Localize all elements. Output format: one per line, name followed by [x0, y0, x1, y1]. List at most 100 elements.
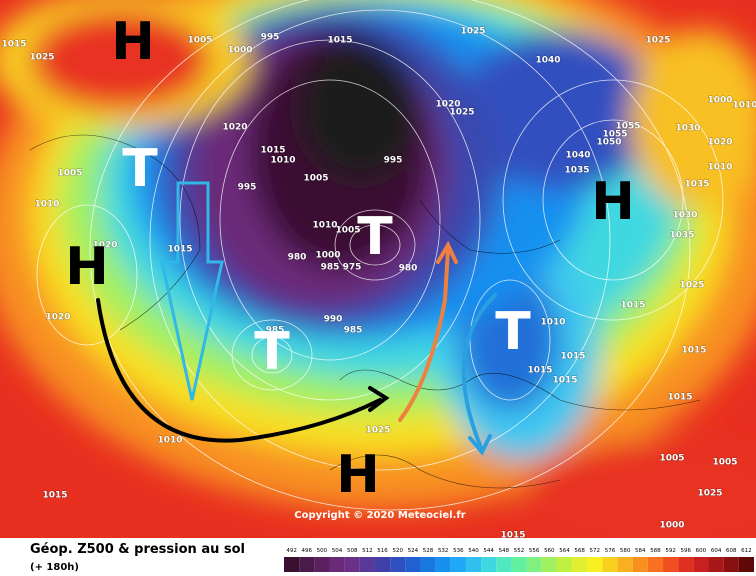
isobar-label: 1010: [540, 318, 565, 328]
scale-cell: [314, 557, 330, 572]
scale-cell: [465, 557, 482, 572]
coastlines: [29, 134, 701, 489]
isobar-label: 1015: [42, 491, 67, 501]
isobar-label: 1015: [681, 346, 706, 356]
scale-cell: [617, 557, 633, 572]
isobar-label: 1005: [335, 226, 360, 236]
scale-cell: [708, 557, 724, 572]
isobar-label: 1025: [460, 27, 485, 37]
scale-label: 596: [681, 548, 692, 554]
isobar-label: 1035: [669, 231, 694, 241]
isobar-label: 1000: [707, 96, 732, 106]
isobar-label: 1040: [535, 56, 560, 66]
isobar-label: 1015: [620, 301, 645, 311]
isobar-label: 1015: [527, 366, 552, 376]
scale-cell: [678, 557, 694, 572]
scale-cell: [299, 557, 315, 572]
scale-label: 552: [514, 548, 525, 554]
scale-cell: [390, 557, 406, 572]
isobar-label: 1015: [327, 36, 352, 46]
isobar-label: 1005: [187, 36, 212, 46]
scale-cell: [526, 557, 542, 572]
isobar-label: 1030: [675, 124, 700, 134]
scale-label: 612: [741, 548, 752, 554]
isobar-label: 1005: [303, 174, 328, 184]
isobar-label: 985: [344, 326, 363, 336]
isobar-label: 1020: [435, 100, 460, 110]
isobar-label: 1010: [707, 163, 732, 173]
scale-cell: [663, 557, 679, 572]
isobar-label: 980: [288, 253, 307, 263]
isobar-label: 1010: [732, 101, 756, 111]
scale-label: 544: [483, 548, 494, 554]
scale-label: 496: [301, 548, 312, 554]
isobar-label: 1025: [679, 281, 704, 291]
scale-cell: [344, 557, 360, 572]
pressure-center: H: [591, 172, 635, 232]
scale-label: 584: [635, 548, 646, 554]
isobar-label: 1000: [659, 521, 684, 531]
isobar-label: 1020: [707, 138, 732, 148]
isobar-label: 975: [343, 263, 362, 273]
scale-label: 608: [726, 548, 737, 554]
scale-cell: [572, 557, 588, 572]
pressure-center: T: [495, 302, 531, 362]
scale-label: 532: [438, 548, 449, 554]
isobar-label: 980: [399, 264, 418, 274]
scale-label: 548: [499, 548, 510, 554]
scale-label: 600: [696, 548, 707, 554]
scale-label: 556: [529, 548, 540, 554]
scale-label: 580: [620, 548, 631, 554]
isobar-label: 1010: [157, 436, 182, 446]
isobar-label: 1005: [57, 169, 82, 179]
isobar-label: 1015: [260, 146, 285, 156]
isobar-label: 1005: [659, 454, 684, 464]
scale-label: 568: [574, 548, 585, 554]
scale-cell: [329, 557, 345, 572]
scale-label: 500: [317, 548, 328, 554]
scale-label: 540: [468, 548, 479, 554]
scale-label: 592: [665, 548, 676, 554]
pressure-center: H: [111, 12, 155, 72]
isobar-label: 1055: [615, 122, 640, 132]
isobar-label: 995: [238, 183, 257, 193]
isobar-label: 1015: [560, 352, 585, 362]
isobar-label: 990: [324, 315, 343, 325]
isobar-label: 1030: [672, 211, 697, 221]
isobar-label: 1025: [697, 489, 722, 499]
scale-cell: [541, 557, 557, 572]
isobar-label: 1050: [596, 138, 621, 148]
arrows: [96, 181, 497, 456]
isobar-label: 1000: [227, 46, 252, 56]
isobar-label: 985: [321, 263, 340, 273]
isobar-label: 1025: [449, 108, 474, 118]
isobar-label: 1035: [564, 166, 589, 176]
scale-cell: [420, 557, 436, 572]
isobar-label: 995: [261, 33, 280, 43]
scale-cell: [435, 557, 451, 572]
pressure-center: T: [122, 139, 158, 199]
isobars: [36, 0, 724, 511]
scale-label: 572: [590, 548, 601, 554]
pressure-center: T: [254, 322, 290, 382]
isobar-label: 1055: [602, 130, 627, 140]
scale-cell: [632, 557, 648, 572]
title: Géop. Z500 & pression au sol: [30, 542, 245, 557]
scale-label: 604: [711, 548, 722, 554]
copyright: Copyright © 2020 Meteociel.fr: [294, 510, 465, 521]
scale-cell: [587, 557, 603, 572]
subtitle: (+ 180h): [30, 562, 79, 573]
isobar-label: 1005: [712, 458, 737, 468]
scale-label: 492: [286, 548, 297, 554]
scale-label: 588: [650, 548, 661, 554]
isobar-label: 1010: [34, 200, 59, 210]
isobar-label: 1020: [45, 313, 70, 323]
scale-label: 564: [559, 548, 570, 554]
scale-label: 516: [377, 548, 388, 554]
scale-cell: [284, 557, 300, 572]
scale-label: 528: [423, 548, 434, 554]
isobar-label: 995: [384, 156, 403, 166]
isobar-label: 1035: [684, 180, 709, 190]
scale-cell: [450, 557, 466, 572]
